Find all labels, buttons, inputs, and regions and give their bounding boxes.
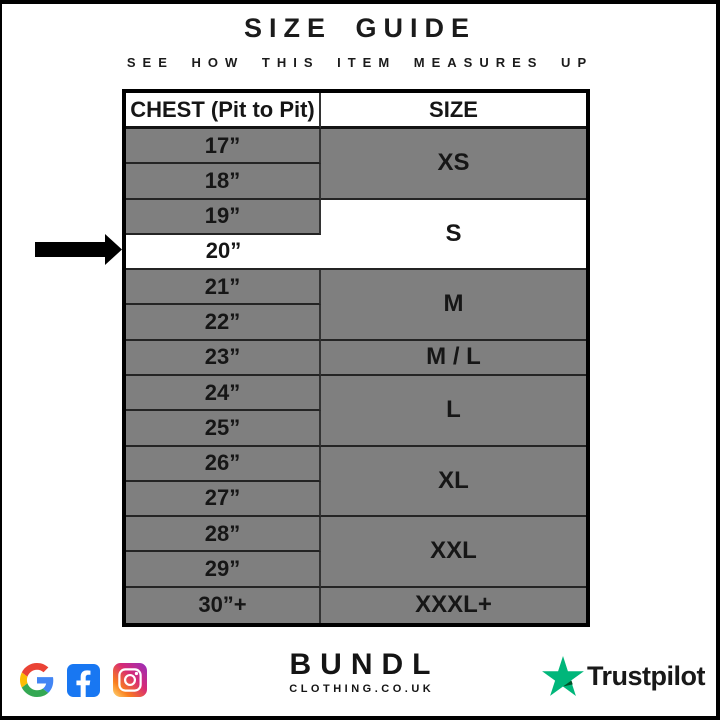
chest-cell-17: 17” (126, 129, 321, 165)
chest-cell-26: 26” (126, 446, 321, 482)
page-subtitle: SEE HOW THIS ITEM MEASURES UP (126, 55, 594, 70)
size-guide-table: CHEST (Pit to Pit) SIZE 17” 18” 19” 20” … (122, 89, 590, 627)
chest-cell-21: 21” (126, 270, 321, 306)
chest-cell-20-highlighted: 20” (126, 234, 321, 271)
size-cell-m: M (321, 270, 586, 341)
size-cell-xxxl-plus: XXXL+ (321, 587, 586, 623)
brand-logo: BUNDL CLOTHING.CO.UK (0, 648, 720, 695)
chest-cell-24: 24” (126, 375, 321, 412)
chest-cell-25: 25” (126, 411, 321, 447)
chest-cell-30plus: 30”+ (126, 587, 321, 623)
table-header-size: SIZE (321, 93, 586, 129)
chest-cell-18: 18” (126, 164, 321, 200)
google-icon (20, 663, 54, 697)
size-cell-s-highlighted: S (321, 199, 586, 271)
table-header-chest: CHEST (Pit to Pit) (126, 93, 321, 129)
size-cell-m-l: M / L (321, 340, 586, 376)
brand-domain: CLOTHING.CO.UK (289, 683, 435, 695)
row-indicator-arrow-icon (35, 234, 122, 265)
chest-cell-22: 22” (126, 305, 321, 341)
trustpilot-wordmark: Trustpilot (587, 660, 706, 691)
size-cell-xl: XL (321, 446, 586, 518)
chest-cell-29: 29” (126, 552, 321, 588)
facebook-icon (67, 663, 100, 697)
chest-cell-19: 19” (126, 199, 321, 235)
trustpilot-logo: Trustpilot (542, 656, 706, 696)
size-cell-l: L (321, 375, 586, 447)
instagram-icon (113, 663, 147, 697)
brand-name: BUNDL (289, 648, 440, 681)
size-cell-xs: XS (321, 129, 586, 200)
trustpilot-star-icon (542, 656, 584, 696)
chest-cell-27: 27” (126, 481, 321, 518)
page-title: SIZE GUIDE (243, 13, 477, 43)
chest-cell-28: 28” (126, 517, 321, 553)
chest-cell-23: 23” (126, 340, 321, 376)
social-logos (20, 663, 147, 697)
size-cell-xxl: XXL (321, 517, 586, 588)
